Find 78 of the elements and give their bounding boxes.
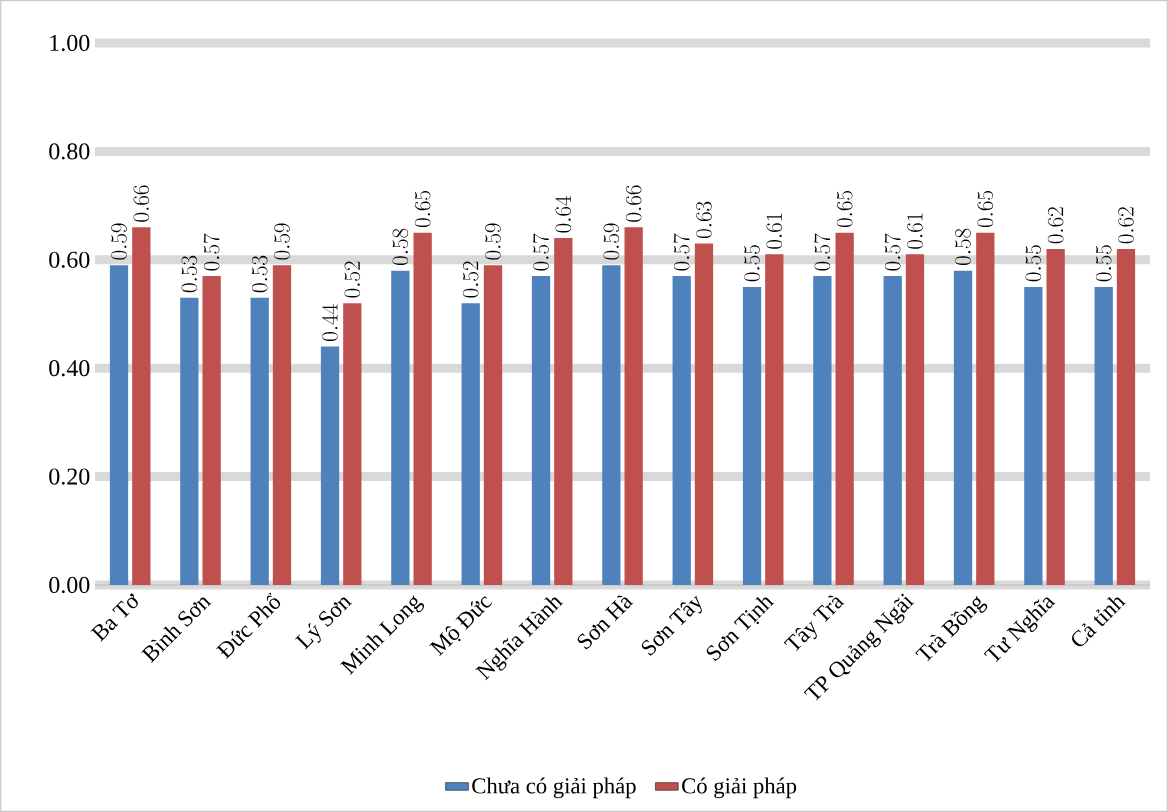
y-tick-label: 0.00 [49, 576, 90, 594]
bar [132, 227, 151, 585]
legend-label: Có giải pháp [682, 777, 797, 799]
data-label: 0.53 [251, 255, 268, 293]
x-tick-label: Sơn Hà [577, 595, 634, 650]
bar [976, 232, 995, 585]
bar [602, 265, 621, 585]
bar [109, 265, 129, 585]
data-label: 0.64 [555, 195, 572, 233]
bar [461, 303, 480, 585]
legend-label: Chưa có giải pháp [472, 777, 636, 799]
x-tick-label: Cả tỉnh [1072, 597, 1126, 647]
bar [272, 265, 292, 585]
bar [554, 238, 573, 585]
data-label: 0.66 [625, 185, 642, 222]
x-tick-label: Tây Trà [783, 595, 845, 651]
bar [624, 227, 643, 585]
data-label: 0.58 [955, 228, 971, 266]
y-tick-label: 0.40 [49, 360, 90, 377]
data-label: 0.65 [836, 190, 853, 228]
bar [813, 276, 832, 585]
data-label: 0.59 [111, 223, 127, 260]
data-label: 0.57 [673, 233, 690, 271]
data-label: 0.59 [274, 223, 290, 260]
data-label: 0.65 [977, 190, 994, 228]
data-label: 0.61 [766, 213, 783, 249]
data-label: 0.62 [1118, 207, 1134, 244]
x-tick-label: Sơn Tây [641, 595, 702, 656]
data-label: 0.53 [181, 255, 198, 293]
data-label: 0.52 [462, 261, 479, 298]
bar [694, 243, 714, 585]
data-label: 0.55 [1025, 245, 1042, 282]
bar [765, 254, 784, 585]
data-label: 0.57 [532, 233, 549, 271]
bar [1116, 248, 1136, 585]
bar [343, 303, 362, 585]
bar [413, 232, 432, 585]
y-tick-label: 1.00 [50, 34, 90, 52]
x-tick-label: Mộ Đức [429, 596, 493, 656]
data-label: 0.57 [814, 233, 831, 271]
data-label: 0.61 [907, 213, 923, 249]
data-label: 0.57 [203, 233, 220, 271]
data-label: 0.62 [1047, 207, 1064, 244]
bar [835, 232, 854, 585]
bar [180, 297, 199, 585]
bar [1046, 248, 1065, 585]
bar [672, 276, 691, 585]
data-label: 0.55 [744, 245, 760, 282]
y-tick-label: 0.80 [49, 143, 90, 160]
bar [905, 254, 925, 585]
bar [1094, 286, 1113, 585]
data-label: 0.58 [392, 228, 409, 266]
y-tick-label: 0.20 [49, 468, 90, 485]
x-tick-label: Đức Phổ [216, 592, 281, 660]
bar [531, 276, 551, 585]
data-label: 0.63 [696, 201, 712, 238]
y-tick-label: 0.60 [49, 251, 90, 268]
data-label: 0.55 [1095, 245, 1112, 282]
bar [953, 270, 973, 585]
data-label: 0.57 [884, 233, 901, 271]
x-tick-label: Bình Sơn [141, 597, 212, 663]
bar [320, 346, 340, 585]
x-tick-label: Lý Sơn [295, 597, 353, 650]
data-label: 0.59 [485, 223, 501, 260]
bar [483, 265, 503, 585]
data-label: 0.65 [414, 190, 431, 228]
bar [202, 276, 221, 585]
bar [742, 286, 762, 585]
bar [250, 297, 269, 585]
x-tick-label: Sơn Tịnh [706, 597, 775, 661]
data-label: 0.59 [603, 223, 620, 260]
x-tick-label: Ba Tơ [90, 593, 138, 642]
data-label: 0.52 [344, 261, 361, 298]
data-label: 0.66 [133, 185, 150, 222]
bar [883, 276, 902, 585]
data-label: 0.44 [322, 304, 338, 341]
bar [1024, 286, 1043, 585]
bar [391, 270, 410, 585]
